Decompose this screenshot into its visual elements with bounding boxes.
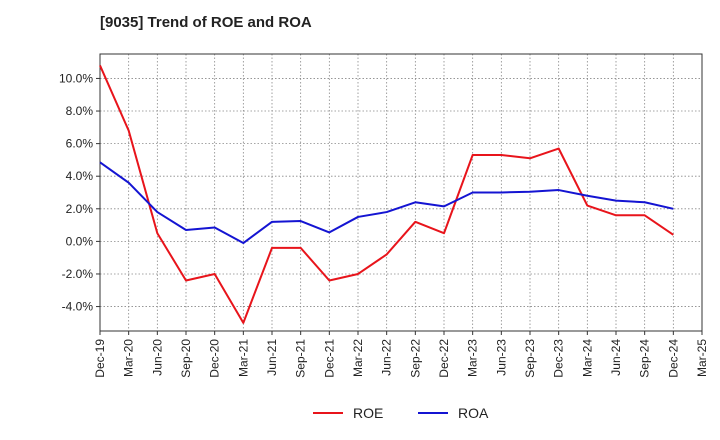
y-tick-label: 4.0%	[66, 169, 94, 183]
x-tick-label: Jun-21	[265, 339, 279, 376]
x-tick-label: Mar-24	[580, 339, 594, 377]
x-tick-label: Mar-22	[351, 339, 365, 377]
series-line-roa	[99, 161, 674, 245]
y-tick-label: 6.0%	[66, 137, 94, 151]
y-tick-label: 10.0%	[59, 71, 93, 85]
x-tick-label: Mar-23	[466, 339, 480, 377]
legend-label-roe: ROE	[353, 405, 383, 421]
x-tick-label: Jun-20	[150, 339, 164, 376]
x-tick-label: Jun-23	[494, 339, 508, 376]
legend-label-roa: ROA	[458, 405, 489, 421]
x-tick-label: Sep-22	[408, 339, 422, 378]
x-tick-label: Sep-23	[523, 339, 537, 378]
y-tick-label: 0.0%	[66, 234, 94, 248]
x-tick-label: Sep-21	[294, 339, 308, 378]
x-tick-label: Dec-23	[552, 339, 566, 378]
y-tick-label: -4.0%	[62, 300, 94, 314]
y-tick-label: 8.0%	[66, 104, 94, 118]
x-tick-label: Mar-21	[236, 339, 250, 377]
x-tick-label: Dec-19	[93, 339, 107, 378]
plot-area	[100, 54, 702, 331]
plot-frame	[99, 53, 703, 332]
x-tick-label: Dec-21	[322, 339, 336, 378]
x-tick-label: Mar-20	[122, 339, 136, 377]
y-tick-label: 2.0%	[66, 202, 94, 216]
x-tick-label: Sep-24	[638, 339, 652, 378]
series-line-roe	[99, 65, 674, 324]
x-tick-label: Mar-25	[695, 339, 709, 377]
chart-title: [9035] Trend of ROE and ROA	[100, 14, 312, 31]
x-tick-label: Dec-24	[666, 339, 680, 378]
x-tick-label: Dec-22	[437, 339, 451, 378]
x-tick-label: Jun-24	[609, 339, 623, 376]
x-tick-label: Jun-22	[380, 339, 394, 376]
x-tick-label: Dec-20	[208, 339, 222, 378]
x-tick-label: Sep-20	[179, 339, 193, 378]
y-tick-label: -2.0%	[62, 267, 94, 281]
